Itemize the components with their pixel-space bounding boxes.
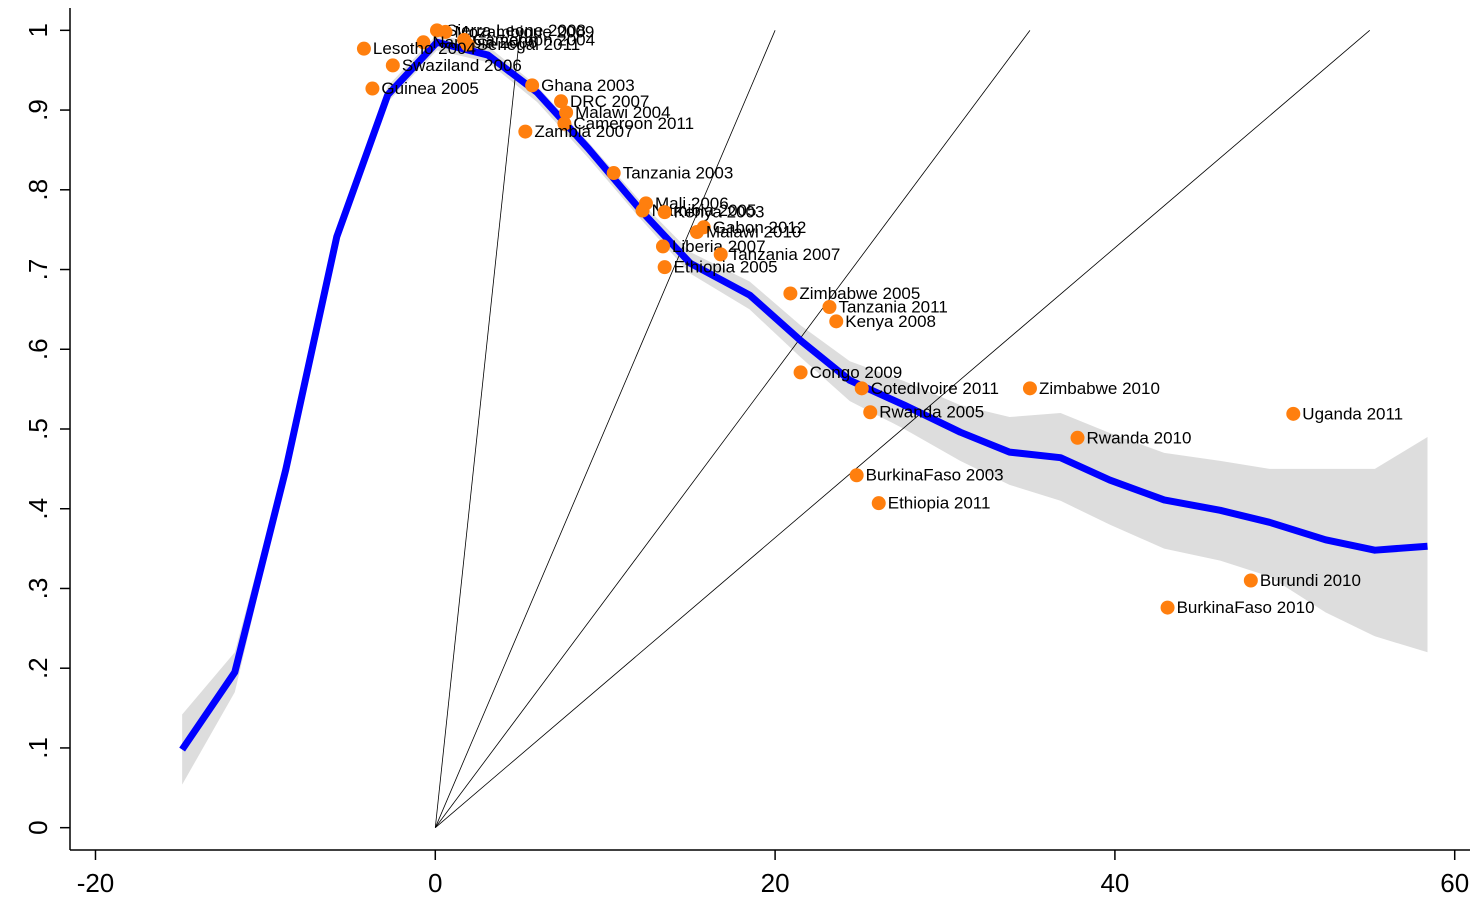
point-label: Mali 2006 <box>655 194 729 213</box>
point-label: Lesotho 2004 <box>373 39 476 58</box>
point-label: Tanzania 2007 <box>730 245 841 264</box>
x-tick-label: 0 <box>428 868 442 898</box>
point-label: Zimbabwe 2005 <box>799 284 920 303</box>
point-label: Guinea 2005 <box>381 79 478 98</box>
data-point <box>657 205 672 220</box>
data-point <box>518 124 533 139</box>
point-label: Kenya 2003 <box>674 203 765 222</box>
point-label: Swaziland 2006 <box>402 56 522 75</box>
point-label: Cameroon 2011 <box>573 114 694 133</box>
x-tick-label: -20 <box>77 868 115 898</box>
point-label: Cameroon 2004 <box>473 30 595 49</box>
y-tick-label: .1 <box>23 737 53 759</box>
y-tick-label: .6 <box>23 338 53 360</box>
point-label: CotedIvoire 2011 <box>871 379 999 398</box>
data-point <box>460 37 475 52</box>
point-label: Rwanda 2010 <box>1087 428 1192 447</box>
data-point <box>385 58 400 73</box>
data-point <box>1022 381 1037 396</box>
data-point <box>1160 600 1175 615</box>
reference-line <box>435 30 1371 828</box>
y-tick-label: .8 <box>23 179 53 201</box>
y-tick-label: 1 <box>23 23 53 37</box>
data-point <box>783 286 798 301</box>
point-label: Zambia 2007 <box>534 122 633 141</box>
point-label: Congo 2009 <box>810 363 903 382</box>
data-point <box>525 78 540 93</box>
y-tick-label: .3 <box>23 578 53 600</box>
data-point <box>356 41 371 56</box>
data-point <box>438 24 453 39</box>
point-label: Ethiopia 2011 <box>888 494 991 513</box>
x-tick-label: 60 <box>1440 868 1469 898</box>
point-label: Senegal 2011 <box>477 35 581 54</box>
data-point <box>559 105 574 120</box>
data-point <box>689 225 704 240</box>
point-label: Gabon 2012 <box>713 218 807 237</box>
fit-line <box>179 38 1428 752</box>
data-point <box>871 496 886 511</box>
data-point <box>416 35 431 50</box>
data-point <box>554 94 569 109</box>
point-label: Rwanda 2005 <box>879 403 984 422</box>
reference-line <box>434 30 1031 828</box>
point-label: Malawi 2004 <box>575 103 670 122</box>
data-point <box>557 116 572 131</box>
point-label: Tanzania 2011 <box>838 297 947 316</box>
point-label: Tanzania 2003 <box>623 164 734 183</box>
point-label: Namibia 2005 <box>652 201 757 220</box>
x-tick-label: 40 <box>1100 868 1129 898</box>
point-label: Mozambique 2009 <box>454 22 594 41</box>
y-tick-label: 0 <box>23 820 53 834</box>
point-label: Ethiopia 2005 <box>674 258 778 277</box>
point-label: Malawi 2010 <box>706 223 801 242</box>
point-label: Burundi 2010 <box>1260 571 1361 590</box>
point-label: Liberia 2007 <box>672 237 766 256</box>
data-point <box>849 468 864 483</box>
y-tick-label: .5 <box>23 418 53 440</box>
data-point <box>863 405 878 420</box>
point-label: Kenya 2008 <box>845 312 936 331</box>
data-point <box>606 166 621 181</box>
data-point <box>822 300 837 315</box>
point-label: Zimbabwe 2010 <box>1039 379 1160 398</box>
reference-line <box>434 30 521 828</box>
x-tick-label: 20 <box>761 868 790 898</box>
y-tick-label: .9 <box>23 99 53 121</box>
y-tick-label: .2 <box>23 657 53 679</box>
data-point <box>1070 430 1085 445</box>
data-point <box>657 260 672 275</box>
data-point <box>829 314 844 329</box>
point-label: BurkinaFaso 2010 <box>1177 598 1315 617</box>
data-point <box>713 247 728 262</box>
point-label: DRC 2007 <box>570 92 649 111</box>
data-point <box>854 381 869 396</box>
y-tick-label: .4 <box>23 498 53 520</box>
data-point <box>793 365 808 380</box>
data-point <box>655 239 670 254</box>
reference-line <box>434 30 776 828</box>
data-point <box>365 81 380 96</box>
data-point <box>635 203 650 218</box>
data-point <box>1243 573 1258 588</box>
point-label: Sierra Leone 2008 <box>446 21 586 40</box>
y-tick-label: .7 <box>23 259 53 281</box>
point-label: Uganda 2011 <box>1302 404 1403 423</box>
point-label: BurkinaFaso 2003 <box>866 466 1004 485</box>
data-point <box>1286 406 1301 421</box>
point-label: Ghana 2003 <box>541 76 635 95</box>
